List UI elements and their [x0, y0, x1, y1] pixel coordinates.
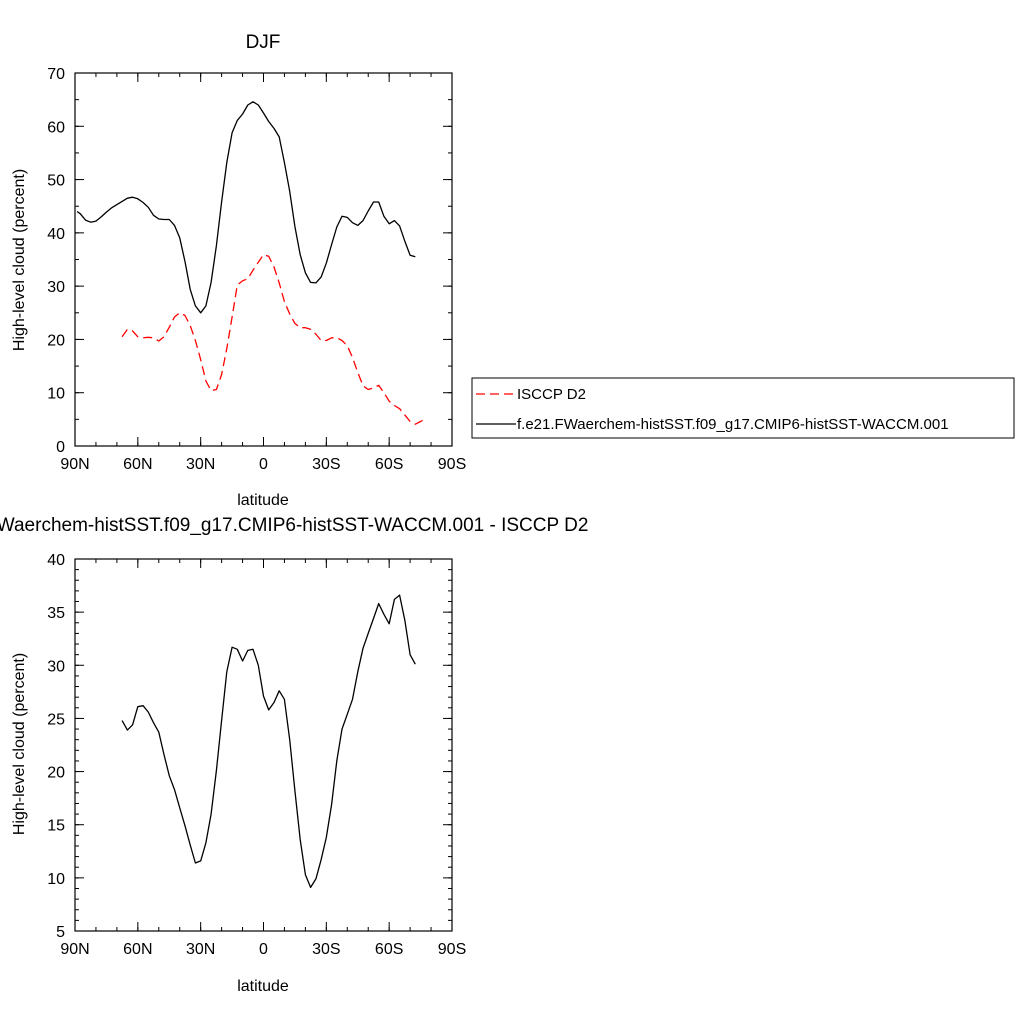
p2-y-tick-label: 5	[56, 924, 65, 941]
p2-y-tick-label: 20	[47, 765, 65, 782]
legend-label-model: f.e21.FWaerchem-histSST.f09_g17.CMIP6-hi…	[517, 416, 949, 433]
top-panel-y-axis-label: High-level cloud (percent)	[11, 169, 28, 351]
bottom-panel-x-tick-labels: 90N 60N 30N 0 30S 60S 90S	[60, 941, 466, 958]
top-panel-x-axis-label: latitude	[237, 492, 289, 509]
bottom-panel-ticks	[74, 558, 453, 932]
p2-x-tick-label: 30S	[312, 941, 340, 958]
legend-box	[471, 377, 1015, 439]
bottom-panel-y-axis-label: High-level cloud (percent)	[11, 653, 28, 835]
p1-y-tick-label: 20	[47, 332, 65, 349]
bottom-panel-title: f.e21.FWaerchem-histSST.f09_g17.CMIP6-hi…	[0, 515, 588, 536]
p2-y-tick-label: 10	[47, 871, 65, 888]
bottom-panel: f.e21.FWaerchem-histSST.f09_g17.CMIP6-hi…	[0, 515, 588, 995]
p2-x-tick-label: 90S	[438, 941, 466, 958]
legend: ISCCP D2 f.e21.FWaerchem-histSST.f09_g17…	[471, 377, 1015, 439]
p1-x-tick-label: 90S	[438, 456, 466, 473]
p1-x-tick-label: 90N	[60, 456, 89, 473]
p1-y-tick-label: 50	[47, 173, 65, 190]
p1-x-tick-label: 60N	[123, 456, 152, 473]
p1-y-tick-label: 30	[47, 279, 65, 296]
p2-series-line-0	[121, 594, 416, 889]
p1-x-tick-label: 30N	[186, 456, 215, 473]
bottom-panel-x-axis-label: latitude	[237, 978, 289, 995]
p2-y-tick-label: 35	[47, 605, 65, 622]
p1-x-tick-label: 0	[259, 456, 268, 473]
p2-y-tick-label: 30	[47, 658, 65, 675]
p2-x-tick-label: 60N	[123, 941, 152, 958]
p1-x-tick-label: 30S	[312, 456, 340, 473]
p1-y-tick-label: 10	[47, 386, 65, 403]
bottom-panel-frame	[74, 558, 453, 932]
top-panel-frame	[74, 72, 453, 447]
p1-y-tick-label: 60	[47, 119, 65, 136]
p2-x-tick-label: 30N	[186, 941, 215, 958]
p1-series-line-0	[121, 254, 427, 425]
top-panel: DJF 90N 60N 30N 0 30S 60S 90S 010203040506070 …	[11, 32, 466, 509]
top-panel-x-tick-labels: 90N 60N 30N 0 30S 60S 90S	[60, 456, 466, 473]
p2-x-tick-label: 0	[259, 941, 268, 958]
p1-series-line-1	[76, 101, 416, 314]
top-panel-y-tick-labels: 0 10 20 30 40 50 60 70	[47, 66, 65, 456]
p1-y-tick-label: 0	[56, 439, 65, 456]
top-panel-series	[76, 101, 427, 425]
bottom-panel-series	[121, 594, 416, 889]
p1-y-tick-label: 70	[47, 66, 65, 83]
p2-y-tick-label: 40	[47, 552, 65, 569]
p2-x-tick-label: 90N	[60, 941, 89, 958]
legend-label-isccp-d2: ISCCP D2	[517, 386, 586, 403]
p2-x-tick-label: 60S	[375, 941, 403, 958]
p2-y-tick-label: 25	[47, 711, 65, 728]
bottom-panel-y-tick-labels: 5 10 15 20 25 30 35 40	[47, 552, 65, 941]
top-panel-ticks	[74, 72, 453, 447]
top-panel-title: DJF	[246, 32, 281, 53]
p1-x-tick-label: 60S	[375, 456, 403, 473]
p2-y-tick-label: 15	[47, 818, 65, 835]
p1-y-tick-label: 40	[47, 226, 65, 243]
